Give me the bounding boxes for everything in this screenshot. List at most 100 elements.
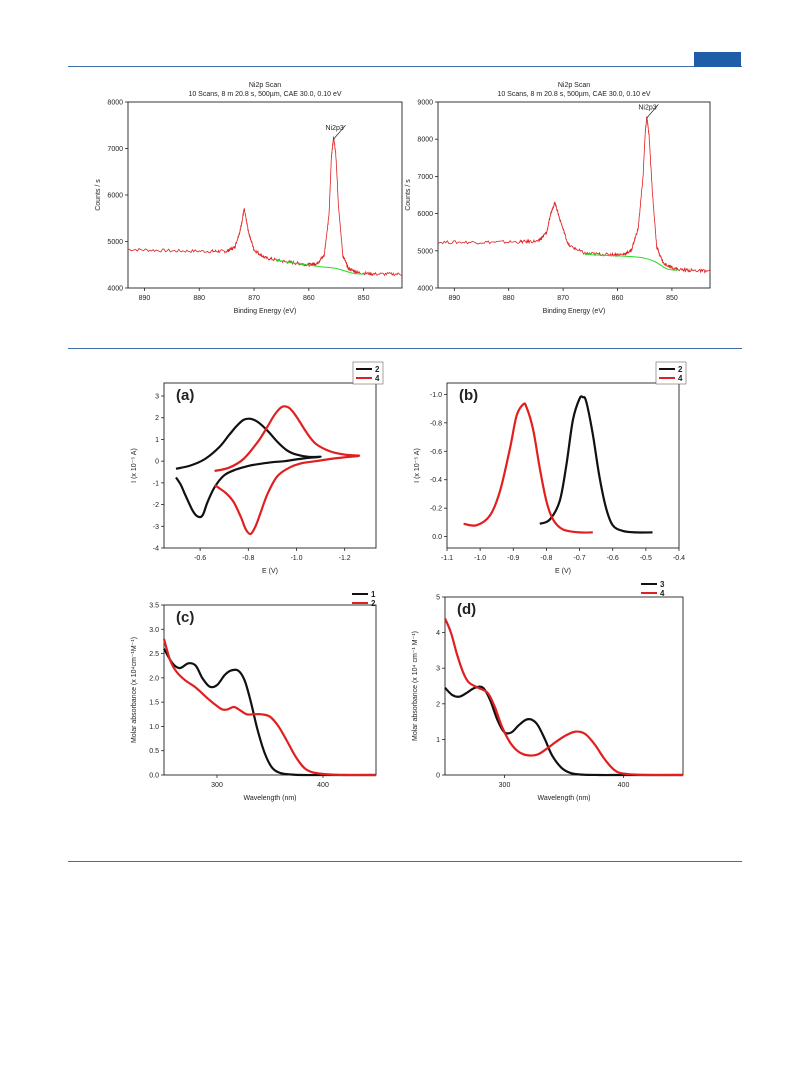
- x-tick-label: 850: [358, 295, 370, 302]
- y-tick-label: 2.0: [149, 675, 159, 682]
- y-tick-label: 5000: [107, 239, 123, 246]
- y-tick-label: 1: [436, 737, 440, 744]
- legend-label: 4: [660, 589, 665, 598]
- x-tick-label: 870: [557, 295, 569, 302]
- series-line-1: [163, 648, 376, 777]
- x-tick-label: 880: [193, 295, 205, 302]
- y-tick-label: 6000: [417, 211, 433, 218]
- legend-label: 1: [371, 590, 376, 599]
- x-tick-label: -0.6: [194, 555, 206, 562]
- peak-annotation: Ni2p3: [638, 105, 656, 112]
- y-tick-label: 0.5: [149, 748, 159, 755]
- panel-label: (a): [176, 387, 194, 404]
- legend-label: 2: [678, 365, 683, 374]
- x-tick-label: -1.2: [339, 555, 351, 562]
- plot-frame: [163, 604, 377, 776]
- panel-label: (d): [457, 601, 476, 618]
- middle-rule: [68, 348, 742, 349]
- annotation-leader: [646, 104, 659, 119]
- y-tick-label: 3.5: [149, 603, 159, 610]
- series-line-2: [539, 395, 653, 534]
- y-axis-label: Counts / s: [95, 179, 102, 211]
- top-rule: [68, 66, 742, 67]
- peak-annotation: Ni2p3: [326, 125, 344, 132]
- x-tick-label: 870: [248, 295, 260, 302]
- y-tick-label: -3: [153, 524, 159, 531]
- legend-label: 2: [375, 365, 380, 374]
- y-tick-label: 7000: [417, 174, 433, 181]
- y-tick-label: 2.5: [149, 651, 159, 658]
- series-line-4: [213, 405, 361, 536]
- series-line-2: [162, 638, 377, 777]
- series-line-scan: [127, 135, 402, 277]
- y-tick-label: 7000: [107, 146, 123, 153]
- x-axis-label: Binding Energy (eV): [543, 308, 606, 315]
- chart-subtitle: 10 Scans, 8 m 20.8 s, 500µm, CAE 30.0, 0…: [188, 91, 341, 98]
- x-tick-label: 890: [139, 295, 151, 302]
- plot-frame: [163, 382, 377, 549]
- y-tick-label: -0.6: [430, 449, 442, 456]
- bottom-rule: [68, 861, 742, 862]
- y-tick-label: 0: [155, 459, 159, 466]
- x-tick-label: -1.0: [290, 555, 302, 562]
- x-tick-label: 860: [303, 295, 315, 302]
- series-line-4: [443, 617, 684, 777]
- panel-label: (b): [459, 387, 478, 404]
- chart-title: Ni2p Scan: [249, 82, 281, 89]
- chart-subtitle: 10 Scans, 8 m 20.8 s, 500µm, CAE 30.0, 0…: [497, 91, 650, 98]
- x-tick-label: -0.5: [640, 555, 652, 562]
- series-line-2: [175, 417, 322, 519]
- y-tick-label: 3.0: [149, 627, 159, 634]
- x-tick-label: 400: [618, 782, 630, 789]
- y-tick-label: 0.0: [149, 773, 159, 780]
- y-tick-label: 9000: [417, 100, 433, 107]
- y-tick-label: 0.0: [432, 534, 442, 541]
- y-tick-label: -1.0: [430, 392, 442, 399]
- plot-frame: [437, 101, 711, 289]
- y-tick-label: 6000: [107, 193, 123, 200]
- y-tick-label: -4: [153, 546, 159, 553]
- x-axis-label: Wavelength (nm): [537, 795, 590, 802]
- y-tick-label: 3: [436, 666, 440, 673]
- x-tick-label: -1.0: [474, 555, 486, 562]
- plot-frame: [446, 382, 680, 549]
- x-tick-label: -0.4: [673, 555, 685, 562]
- y-tick-label: 4000: [417, 286, 433, 293]
- x-tick-label: 300: [499, 782, 511, 789]
- y-tick-label: 2: [436, 701, 440, 708]
- series-line-baseline: [275, 259, 364, 275]
- y-tick-label: -0.4: [430, 477, 442, 484]
- y-tick-label: -0.2: [430, 506, 442, 513]
- y-axis-label: Counts / s: [405, 179, 412, 211]
- y-tick-label: 5: [436, 595, 440, 602]
- y-tick-label: 8000: [417, 137, 433, 144]
- x-tick-label: 880: [503, 295, 515, 302]
- y-tick-label: -2: [153, 502, 159, 509]
- series-line-baseline: [584, 254, 678, 271]
- legend-label: 3: [660, 580, 665, 589]
- x-tick-label: -1.1: [441, 555, 453, 562]
- panel-label: (c): [176, 609, 194, 626]
- x-axis-label: Wavelength (nm): [243, 795, 296, 802]
- x-tick-label: -0.9: [507, 555, 519, 562]
- y-axis-label: Molar absorbance (x 10⁴cm⁻¹M⁻¹): [131, 637, 138, 743]
- y-tick-label: 1: [155, 437, 159, 444]
- y-tick-label: 3: [155, 394, 159, 401]
- plot-frame: [444, 596, 684, 776]
- x-axis-label: E (V): [262, 568, 278, 575]
- x-tick-label: -0.6: [607, 555, 619, 562]
- y-tick-label: 1.0: [149, 724, 159, 731]
- x-tick-label: 400: [317, 782, 329, 789]
- x-tick-label: 850: [666, 295, 678, 302]
- legend-label: 2: [371, 599, 376, 608]
- annotation-leader: [333, 125, 346, 140]
- y-tick-label: -0.8: [430, 420, 442, 427]
- y-axis-label: I (x 10⁻⁵ A): [414, 448, 421, 483]
- series-line-3: [444, 685, 683, 777]
- y-tick-label: 4000: [107, 286, 123, 293]
- x-axis-label: E (V): [555, 568, 571, 575]
